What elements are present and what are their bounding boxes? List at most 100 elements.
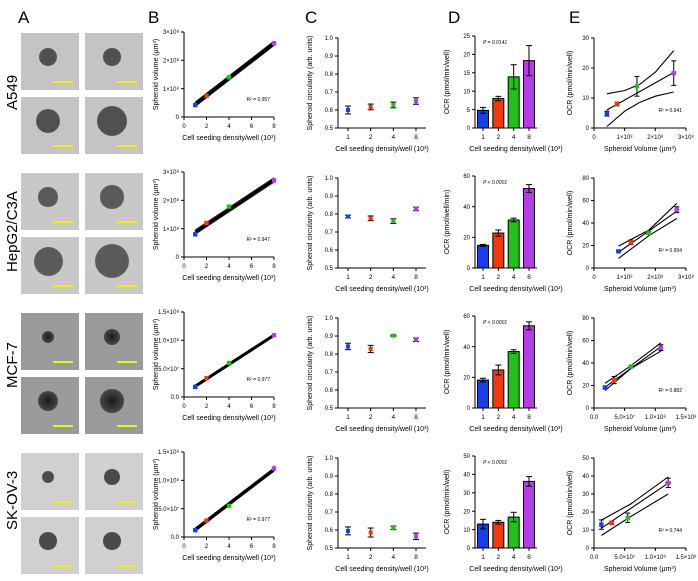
data-point — [671, 70, 676, 76]
x-tick-label: 5.0×10⁷ — [614, 554, 635, 561]
data-point — [368, 346, 373, 351]
bar — [492, 369, 505, 409]
x-tick-label: 8 — [527, 414, 531, 421]
data-point — [604, 111, 610, 116]
ci-lower — [606, 91, 674, 127]
y-tick-label: 0.9 — [325, 54, 334, 60]
y-tick-label: 30 — [582, 36, 589, 42]
y-tick-label: 0.8 — [325, 352, 334, 358]
y-tick-label: 20 — [463, 376, 470, 382]
micrograph-image — [21, 377, 79, 434]
r-squared-annotation: R² = 0.941 — [659, 108, 683, 114]
p-value-annotation: P < 0.0001 — [483, 180, 507, 186]
panel-letter-e: E — [569, 8, 581, 27]
y-axis-label: Spheroid volume (µm³) — [153, 179, 160, 250]
chart-b-mcf7: 0.0 5.0×10⁷ 1.0×10⁸ 1.5×10⁸ 0 2 4 6 8 Cell seedin… — [153, 309, 276, 422]
data-point — [193, 384, 198, 389]
x-tick-label: 4 — [392, 274, 396, 281]
micrograph-image — [85, 313, 143, 370]
data-point — [346, 108, 350, 112]
chart-c-mcf7: 0.5 0.6 0.7 0.8 0.9 1.0 1 2 4 8 Cell seeding densi… — [307, 316, 429, 433]
row-label-hepg2: HepG2/C3A — [4, 191, 21, 272]
x-tick-label: 2×10⁸ — [647, 134, 664, 141]
bar — [523, 325, 535, 409]
chart-b-a549: 0 1×10⁸ 2×10⁸ 3×10⁸ 0 2 4 6 8 Cell seeding densit… — [153, 29, 276, 142]
y-tick-label: 0.5 — [325, 546, 334, 552]
scale-bar — [53, 285, 73, 287]
y-tick-label: 0.8 — [325, 212, 334, 218]
y-axis-label: Spheroid circularity (arb. units) — [307, 456, 314, 551]
y-tick-label: 40 — [463, 345, 470, 351]
data-point — [414, 206, 418, 211]
y-tick-label: 20 — [463, 509, 470, 515]
data-point — [391, 219, 396, 224]
x-tick-label: 8 — [527, 274, 531, 281]
y-tick-label: 0.6 — [325, 388, 334, 394]
r-squared-annotation: R² = 0.882 — [659, 388, 683, 394]
x-tick-label: 1 — [481, 554, 485, 561]
panel-letter-a: A — [18, 8, 30, 27]
x-tick-label: 6 — [250, 404, 254, 410]
y-tick-label: 0 — [467, 126, 471, 132]
data-point — [368, 104, 373, 109]
x-tick-label: 8 — [414, 554, 418, 561]
y-tick-label: 0.8 — [325, 72, 334, 78]
y-tick-label: 5.0×10⁷ — [158, 366, 179, 373]
y-tick-label: 60 — [463, 314, 470, 320]
data-point — [628, 364, 633, 369]
x-axis-label: Cell seeding density/well (10³) — [182, 415, 275, 422]
data-point — [625, 515, 630, 520]
y-tick-label: 0.8 — [325, 492, 334, 498]
y-tick-label: 5 — [467, 108, 471, 114]
scale-bar — [117, 425, 137, 427]
y-tick-label: 0 — [467, 266, 471, 272]
y-tick-label: 20 — [463, 53, 470, 59]
y-tick-label: 1.0 — [325, 36, 334, 42]
y-tick-label: 30 — [463, 491, 470, 497]
data-point — [609, 520, 614, 525]
data-point — [414, 534, 418, 539]
chart-d-hepg2: 0 20 40 60 1 2 4 8 Cell seeding density/well (10… — [444, 174, 563, 293]
y-tick-label: 0.5 — [325, 266, 334, 272]
micrograph-image — [85, 377, 143, 434]
data-point — [414, 337, 418, 342]
x-axis-label: Cell seeding density/well (10³) — [335, 146, 428, 153]
y-axis-label: OCR (pmol/min/well) — [567, 331, 574, 396]
data-point — [346, 214, 350, 219]
row-label-mcf7: MCF-7 — [4, 342, 21, 388]
x-tick-label: 4 — [227, 124, 231, 130]
y-tick-label: 60 — [582, 339, 589, 345]
scale-bar — [53, 81, 73, 83]
x-axis-label: Spheroid Volume (µm³) — [604, 286, 676, 293]
x-tick-label: 1×10⁸ — [617, 134, 634, 141]
y-tick-label: 40 — [463, 473, 470, 479]
data-point — [193, 528, 198, 533]
y-tick-label: 0.0 — [171, 395, 180, 401]
x-axis-label: Cell seeding density/well (10³) — [182, 275, 275, 282]
bar — [492, 232, 505, 269]
x-tick-label: 2 — [369, 414, 373, 421]
x-tick-label: 2 — [369, 554, 373, 561]
y-axis-label: OCR (pmol/min/well) — [567, 51, 574, 116]
chart-d-skov3: 0 10 20 30 40 50 1 2 4 8 Cell seeding density/well… — [444, 454, 563, 573]
y-tick-label: 0.7 — [325, 510, 334, 516]
spheroid — [41, 470, 55, 484]
chart-b-hepg2: 0 1×10⁸ 2×10⁸ 3×10⁸ 0 2 4 6 8 Cell seeding densit… — [153, 169, 276, 282]
y-tick-label: 0.5 — [325, 126, 334, 132]
bar — [523, 188, 535, 269]
x-axis-label: Cell seeding density/well (10³) — [182, 555, 275, 562]
spheroid — [33, 246, 63, 276]
row-label-a549: A549 — [4, 74, 21, 110]
x-axis-label: Cell seeding density/well (10³) — [469, 146, 562, 153]
data-point — [368, 530, 373, 535]
spheroid — [103, 48, 121, 66]
micrograph-image — [85, 453, 143, 510]
x-tick-label: 4 — [227, 544, 231, 550]
x-axis-label: Cell seeding density/well (10³) — [182, 135, 275, 142]
scale-bar — [117, 145, 137, 147]
y-axis-label: OCR (pmol/min/well) — [444, 470, 451, 535]
y-tick-label: 20 — [582, 510, 589, 516]
spheroid — [38, 187, 58, 207]
y-axis-label: OCR (pmol/min/well) — [567, 471, 574, 536]
spheroid — [96, 105, 128, 137]
